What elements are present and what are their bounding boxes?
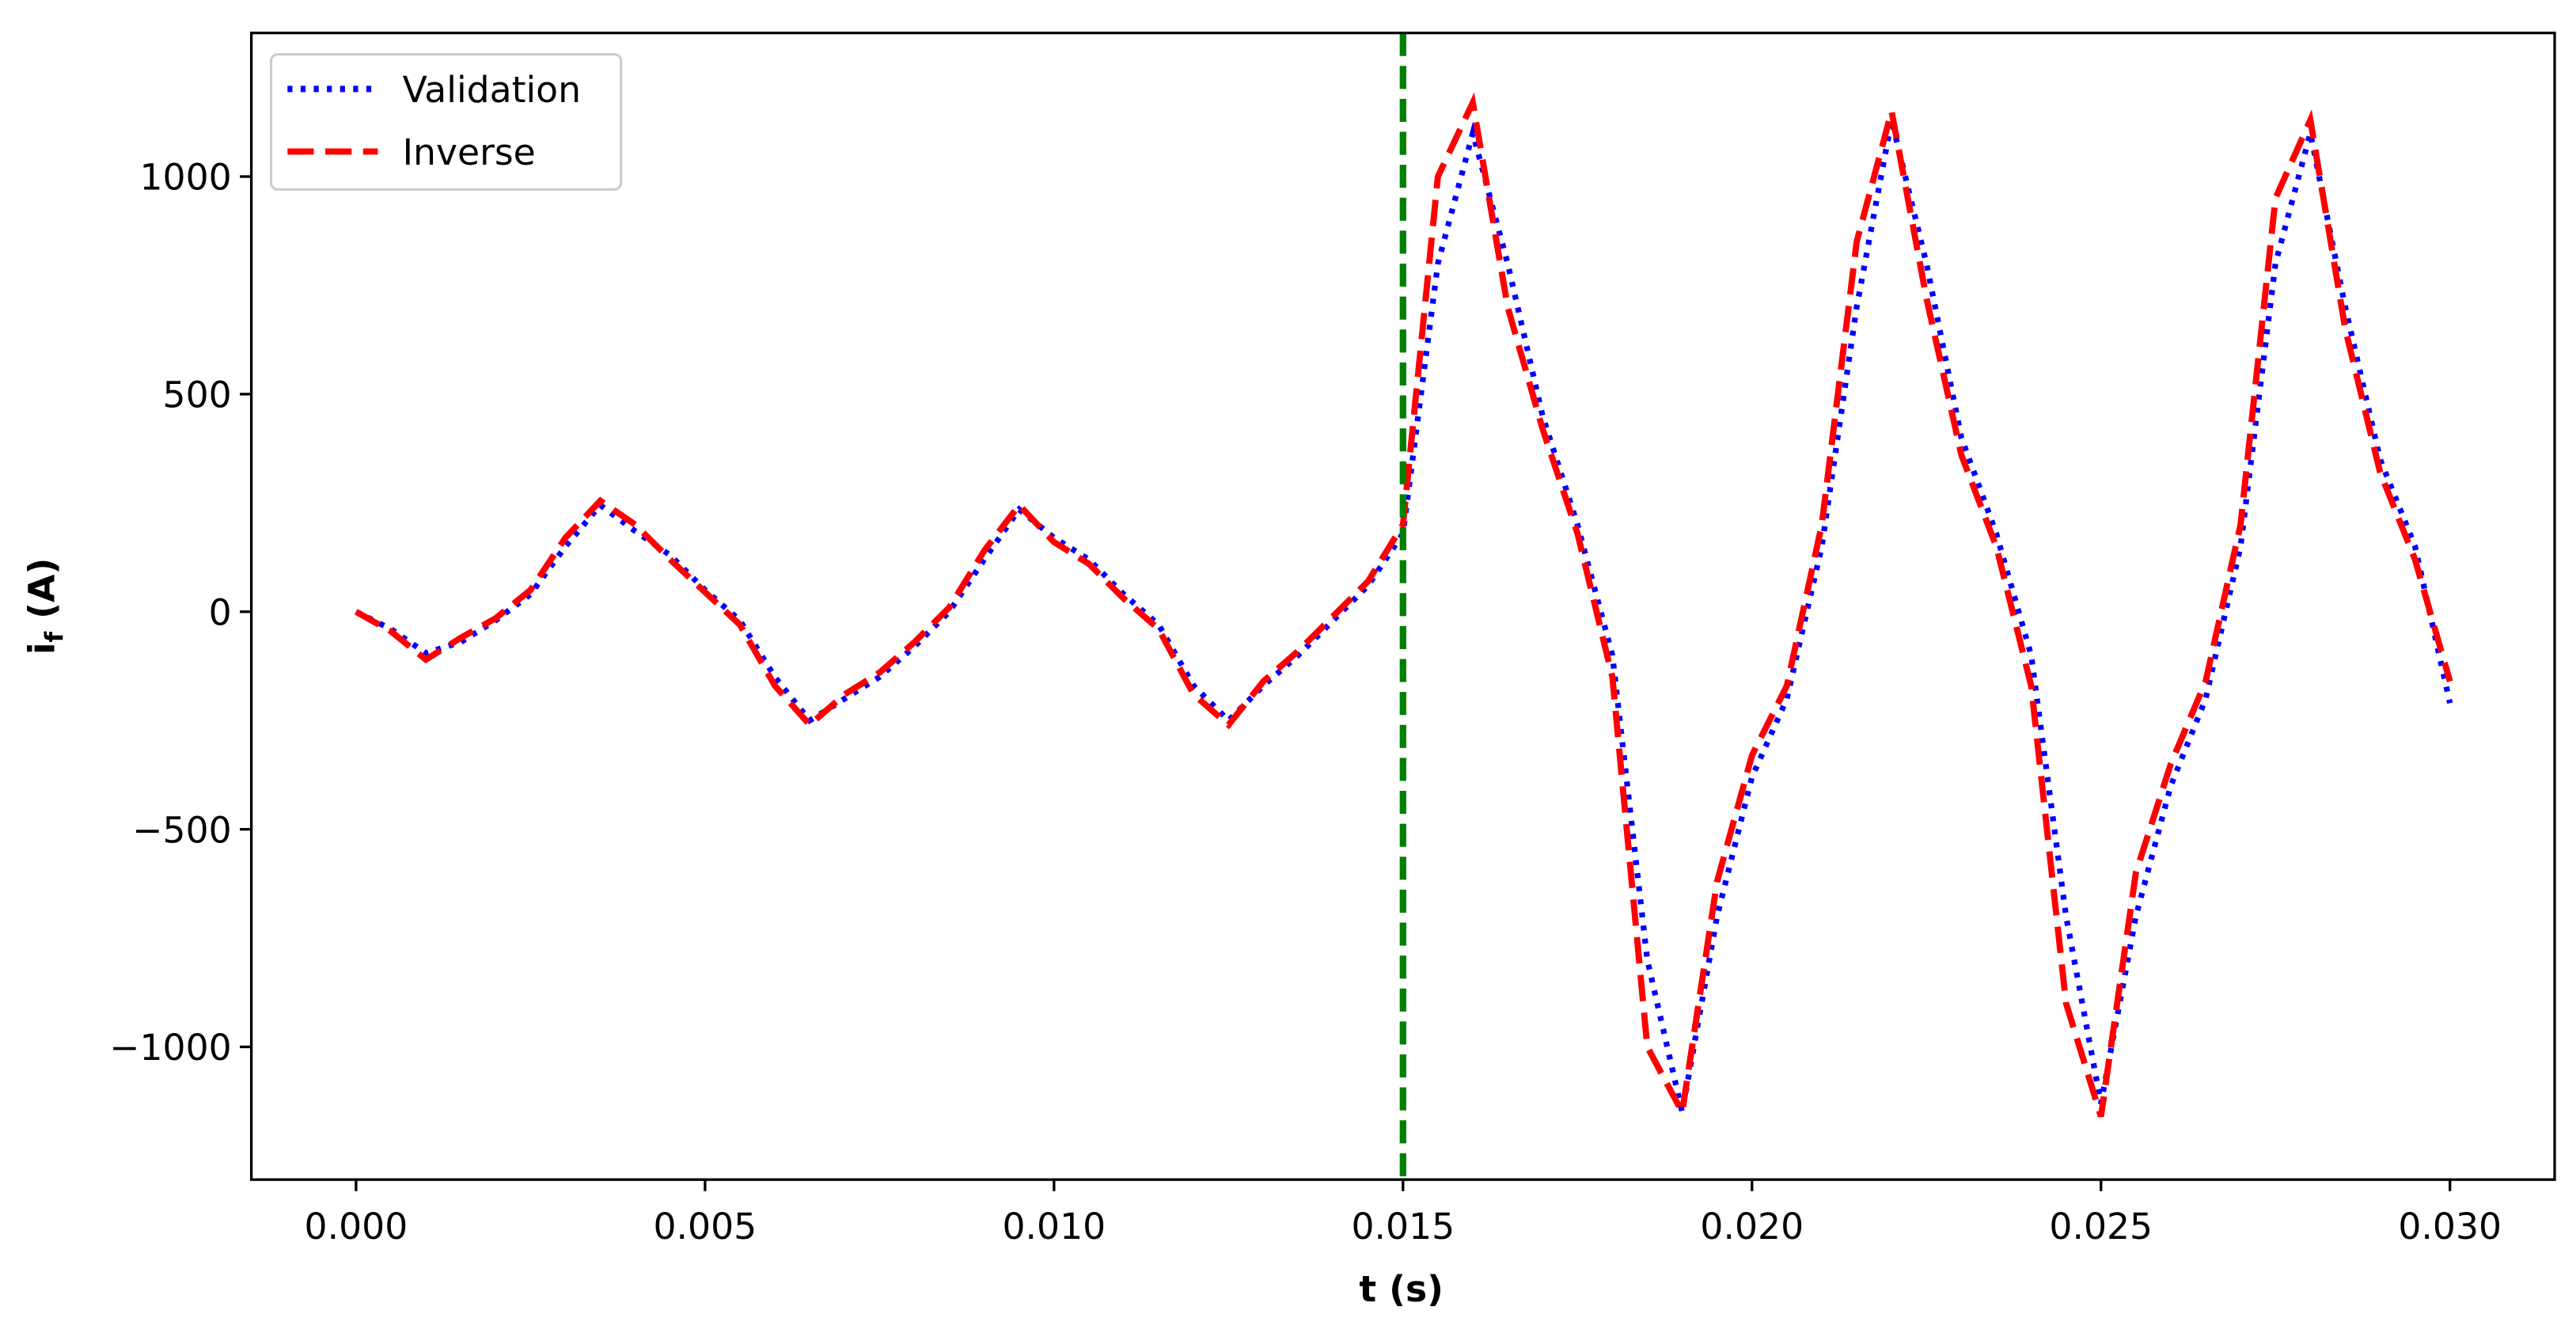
y-label-unit: (A) [21, 558, 63, 632]
y-tick-label: 500 [163, 374, 232, 416]
x-tick-label: 0.015 [1351, 1206, 1455, 1248]
legend: Validation Inverse [269, 53, 623, 191]
y-tick-label: 1000 [139, 157, 231, 199]
legend-label: Validation [403, 69, 581, 111]
series-line [354, 92, 2453, 1122]
legend-label: Inverse [403, 131, 536, 173]
y-label-main: i [21, 642, 63, 655]
x-tick-label: 0.000 [305, 1206, 408, 1248]
x-tick-label: 0.020 [1700, 1206, 1804, 1248]
x-tick-label: 0.005 [654, 1206, 757, 1248]
y-axis-label: if (A) [21, 558, 69, 655]
y-tick-label: −1000 [109, 1027, 231, 1069]
legend-box [269, 53, 623, 191]
x-tick-label: 0.010 [1002, 1206, 1106, 1248]
x-axis-label: t (s) [1359, 1268, 1444, 1310]
x-tick-label: 0.025 [2049, 1206, 2153, 1248]
y-tick-label: −500 [132, 809, 231, 851]
plot-frame [249, 31, 2556, 1181]
x-tick-label: 0.030 [2398, 1206, 2502, 1248]
y-label-sub: f [40, 631, 69, 642]
y-tick-label: 0 [209, 591, 232, 633]
